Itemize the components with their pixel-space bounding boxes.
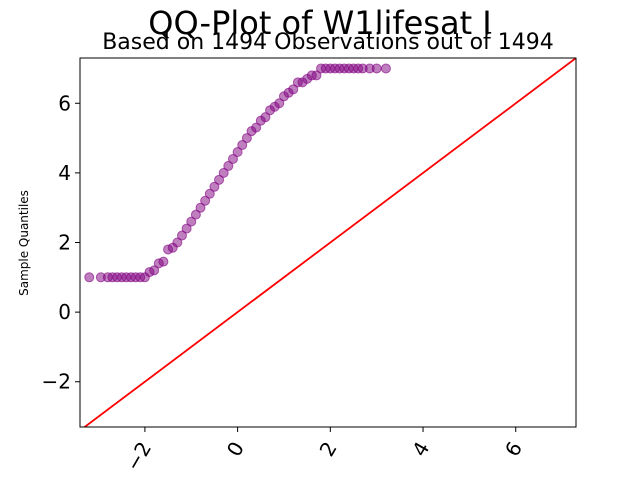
x-tick-label: 0 bbox=[222, 438, 249, 461]
data-point bbox=[84, 272, 95, 283]
y-tick-label: 2 bbox=[58, 231, 71, 255]
y-tick-label: 4 bbox=[58, 161, 71, 185]
data-point bbox=[204, 188, 215, 199]
data-point bbox=[251, 122, 262, 133]
y-tick-label: 6 bbox=[58, 91, 71, 115]
data-point bbox=[371, 63, 382, 74]
data-point bbox=[195, 202, 206, 213]
data-point bbox=[241, 133, 252, 144]
data-point bbox=[223, 160, 234, 171]
data-point bbox=[214, 174, 225, 185]
data-point bbox=[200, 195, 211, 206]
data-point bbox=[218, 167, 229, 178]
y-axis: −2 0 2 4 6 bbox=[42, 91, 80, 394]
plot-area bbox=[83, 58, 576, 427]
data-point bbox=[274, 98, 285, 109]
data-point bbox=[227, 153, 238, 164]
data-point bbox=[288, 84, 299, 95]
data-point bbox=[260, 112, 271, 123]
y-tick-label: −2 bbox=[42, 370, 71, 394]
data-point bbox=[176, 230, 187, 241]
data-point bbox=[158, 256, 169, 267]
y-tick-label: 0 bbox=[58, 300, 71, 324]
x-tick-label: 2 bbox=[314, 438, 341, 461]
chart-title: QQ-Plot of W1lifesat I bbox=[148, 4, 491, 42]
data-point bbox=[149, 265, 160, 276]
reference-line bbox=[83, 58, 576, 427]
data-point bbox=[172, 237, 183, 248]
x-tick-label: −2 bbox=[121, 438, 157, 476]
x-tick-label: 4 bbox=[407, 438, 434, 461]
data-point bbox=[380, 63, 391, 74]
chart-subtitle: Based on 1494 Observations out of 1494 bbox=[102, 30, 554, 55]
data-point bbox=[311, 70, 322, 81]
data-point bbox=[186, 216, 197, 227]
data-point bbox=[232, 146, 243, 157]
y-axis-label: Sample Quantiles bbox=[17, 190, 31, 296]
x-tick-label: 6 bbox=[500, 438, 527, 461]
x-axis: −2 0 2 4 6 bbox=[121, 427, 527, 475]
data-point bbox=[209, 181, 220, 192]
data-point bbox=[190, 209, 201, 220]
data-point bbox=[237, 140, 248, 151]
data-point bbox=[181, 223, 192, 234]
